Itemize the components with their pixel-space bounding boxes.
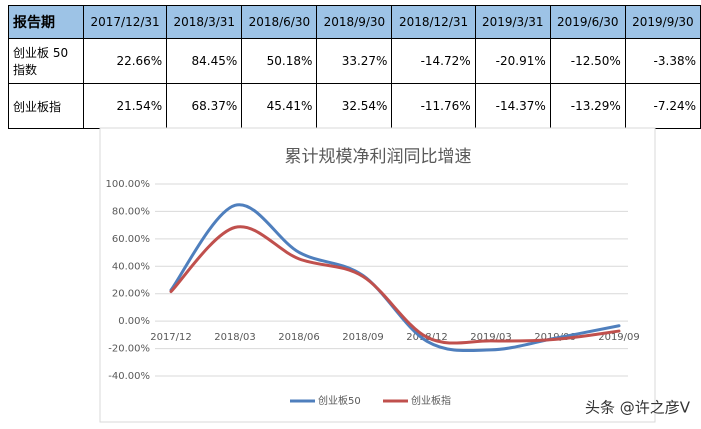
table-cell: 创业板指	[8, 83, 84, 129]
table-cell: 45.41%	[241, 83, 318, 129]
y-tick-label: 0.00%	[118, 316, 150, 327]
legend-label: 创业板指	[411, 394, 451, 407]
table-cell: 报告期	[8, 5, 84, 39]
x-tick-label: 2018/03	[214, 332, 256, 343]
table-row: 报告期 2017/12/31 2018/3/31 2018/6/30 2018/9/30…	[8, 5, 701, 39]
table-cell: 2019/6/30	[549, 5, 626, 39]
line-series	[169, 225, 621, 345]
table-cell: 2019/3/31	[474, 5, 551, 39]
table-cell: -12.50%	[549, 38, 626, 84]
table-cell: -11.76%	[391, 83, 476, 129]
x-tick-label: 2019/09	[598, 332, 640, 343]
table-cell: -7.24%	[624, 83, 701, 129]
table-cell: 84.45%	[166, 38, 243, 84]
table-cell: -14.37%	[474, 83, 551, 129]
x-tick-label: 2017/12	[150, 332, 192, 343]
table-row: 创业板指 21.54% 68.37% 45.41% 32.54% -11.76% -14.3…	[8, 83, 701, 129]
table-cell: 33.27%	[316, 38, 393, 84]
table-cell: 2018/12/31	[391, 5, 476, 39]
x-tick-label: 2019/03	[470, 332, 512, 343]
data-table: 报告期 2017/12/31 2018/3/31 2018/6/30 2018/9/30…	[8, 5, 701, 129]
table-cell: -14.72%	[391, 38, 476, 84]
table-cell: 创业板 50 指数	[8, 38, 84, 84]
table-cell: 2017/12/31	[82, 5, 168, 39]
table-cell: 22.66%	[82, 38, 168, 84]
chart-frame	[99, 127, 656, 423]
y-tick-label: -20.00%	[108, 344, 150, 355]
x-tick-label: 2018/06	[278, 332, 320, 343]
chart-title: 累计规模净利润同比增速	[285, 147, 472, 167]
x-tick-label: 2018/09	[342, 332, 384, 343]
y-tick-label: 80.00%	[112, 206, 150, 217]
table-cell: 50.18%	[241, 38, 318, 84]
table-cell: 68.37%	[166, 83, 243, 129]
y-tick-label: -40.00%	[108, 371, 150, 382]
y-tick-label: 60.00%	[112, 234, 150, 245]
table-cell: -13.29%	[549, 83, 626, 129]
y-tick-label: 20.00%	[112, 289, 150, 300]
watermark: 头条 @许之彦V	[585, 399, 691, 417]
y-tick-label: 40.00%	[112, 261, 150, 272]
y-tick-label: 100.00%	[106, 179, 151, 190]
table-cell: 2019/9/30	[624, 5, 701, 39]
legend-label: 创业板50	[318, 394, 361, 407]
table-cell: 2018/9/30	[316, 5, 393, 39]
